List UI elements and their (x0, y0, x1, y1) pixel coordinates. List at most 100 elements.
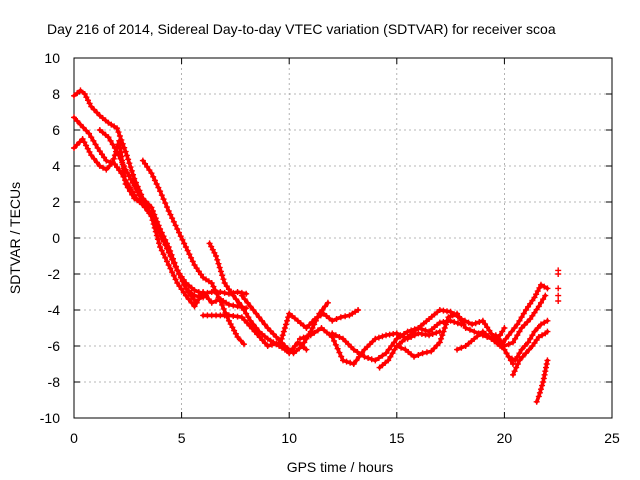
data-point (84, 145, 91, 152)
data-point (153, 181, 160, 187)
data-point (256, 314, 263, 321)
data-point (235, 299, 242, 306)
data-point (508, 355, 515, 362)
gridlines (74, 58, 612, 418)
data-point (357, 351, 364, 358)
data-point (191, 303, 198, 310)
data-point (225, 317, 232, 324)
data-point (525, 339, 532, 346)
data-point (178, 286, 185, 293)
data-point (158, 233, 165, 240)
series-track-8 (238, 292, 331, 357)
data-point (460, 321, 467, 328)
data-point (234, 289, 241, 295)
data-point (238, 303, 245, 310)
data-point (527, 300, 534, 307)
data-point (132, 186, 139, 193)
data-point (368, 356, 375, 363)
data-point (71, 114, 77, 121)
x-tick-label: 10 (281, 430, 297, 446)
data-point (355, 307, 362, 313)
data-point (163, 204, 170, 211)
x-tick-label: 0 (70, 430, 78, 446)
data-point (114, 148, 121, 155)
data-point (537, 281, 544, 288)
axes: 0 5 10 15 20 25 -10 -8 -6 -4 -2 0 2 4 6 8 10 (40, 50, 620, 446)
data-point (258, 317, 265, 324)
data-point (451, 311, 458, 318)
data-point (195, 268, 202, 275)
data-point (180, 276, 187, 283)
data-point (230, 302, 237, 309)
data-point (522, 307, 529, 313)
data-point (241, 296, 248, 303)
data-point (471, 328, 478, 335)
data-point (518, 325, 525, 331)
data-point (379, 333, 386, 340)
data-point (466, 326, 473, 333)
data-point (211, 249, 218, 256)
data-point (334, 345, 341, 352)
data-point (518, 314, 525, 321)
data-point (165, 249, 172, 256)
data-point (365, 355, 372, 361)
data-point (521, 343, 528, 349)
series-track-6 (206, 240, 310, 357)
data-point (142, 202, 149, 209)
data-point (379, 352, 386, 359)
data-point (247, 317, 254, 324)
data-point (502, 335, 509, 342)
data-point (372, 357, 379, 364)
data-point (213, 253, 220, 259)
data-point (154, 236, 161, 243)
data-point (83, 94, 90, 101)
x-axis-label: GPS time / hours (287, 459, 394, 475)
data-point (144, 205, 151, 212)
data-point (111, 145, 118, 151)
series-track-10 (329, 317, 465, 364)
data-point (492, 332, 499, 339)
data-point (106, 163, 113, 169)
data-point (285, 314, 292, 321)
data-point (86, 130, 93, 137)
data-point (158, 192, 165, 199)
data-point (110, 155, 117, 162)
data-point (88, 134, 95, 141)
data-point (163, 245, 170, 252)
data-point (372, 335, 379, 342)
data-point (415, 352, 422, 358)
data-point (486, 327, 493, 334)
data-point (146, 208, 153, 215)
data-point (241, 341, 248, 348)
data-point (217, 289, 224, 295)
data-point (153, 232, 160, 239)
data-point (86, 148, 93, 155)
data-point (501, 343, 508, 349)
y-tick-label: 8 (52, 86, 60, 102)
data-point (540, 379, 547, 385)
data-point (188, 254, 195, 261)
data-point (91, 106, 98, 113)
data-point (228, 289, 235, 296)
data-point (533, 398, 540, 405)
data-point (123, 152, 130, 159)
data-point (419, 350, 426, 357)
y-tick-label: 0 (52, 230, 60, 246)
data-point (167, 265, 174, 272)
data-point (245, 314, 252, 321)
data-point (268, 341, 275, 348)
data-point (291, 343, 298, 349)
data-point (533, 306, 540, 313)
data-point (162, 254, 169, 261)
data-point (223, 283, 230, 290)
data-point (267, 328, 274, 334)
data-point (176, 283, 183, 290)
data-point (170, 218, 177, 225)
data-point (423, 349, 430, 356)
data-point (534, 325, 541, 331)
data-point (172, 222, 179, 229)
data-point (388, 343, 395, 349)
data-point (458, 344, 465, 351)
data-point (77, 121, 84, 128)
series-track-13 (454, 281, 551, 353)
